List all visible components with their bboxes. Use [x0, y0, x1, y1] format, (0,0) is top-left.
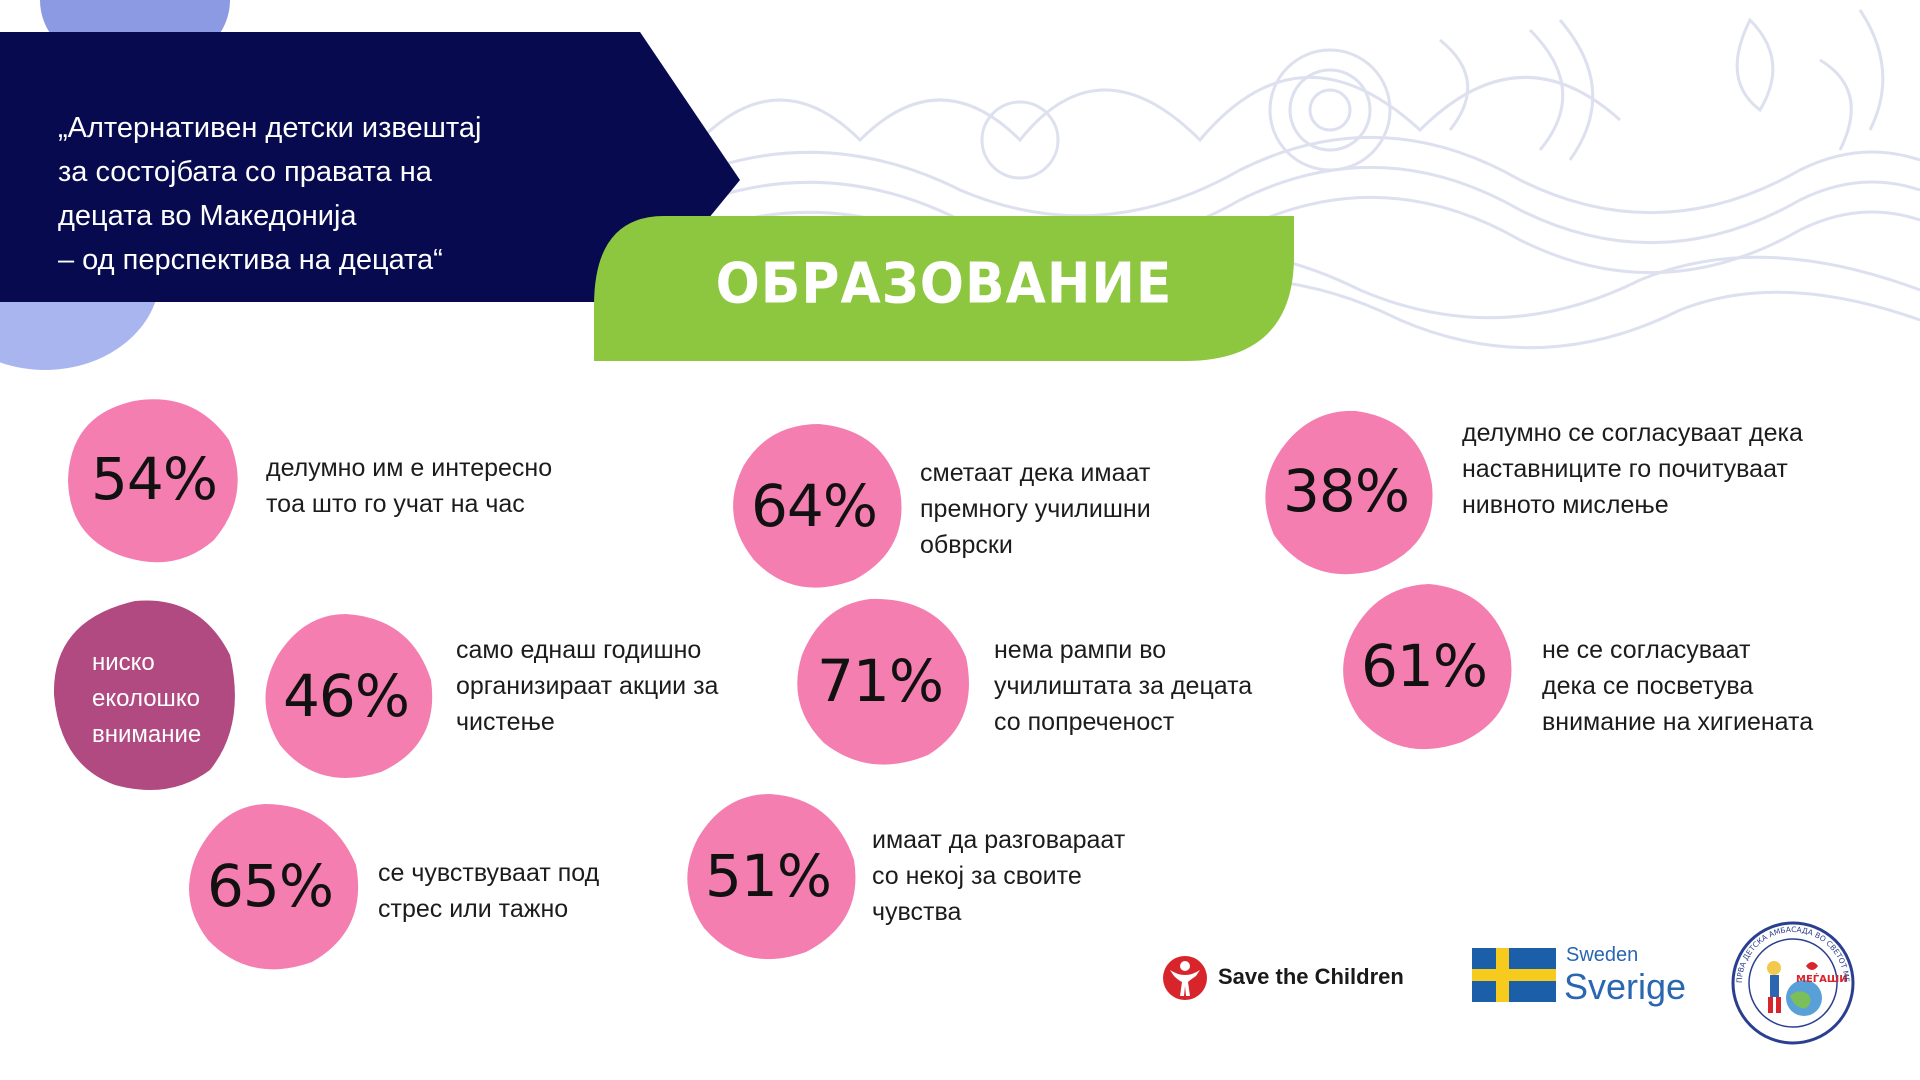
stat-description-line: тоа што го учат на час	[266, 490, 525, 518]
stat-bubble: 65%	[180, 800, 360, 972]
sverige-label: Sverige	[1564, 966, 1687, 1007]
emblem-name: МЕЃАШИ	[1796, 972, 1848, 985]
stat-description-line: делумно им е интересно	[266, 454, 553, 482]
stat-bubble: 64%	[724, 420, 904, 592]
stat-description-line: делумно се согласуваат дека	[1462, 419, 1803, 447]
report-title-banner: „Алтернативен детски извештај за состојб…	[0, 32, 740, 302]
stat-description-line: само еднаш годишно	[456, 636, 702, 664]
stat-description-line: обврски	[920, 531, 1013, 559]
stat-value: 54%	[91, 445, 218, 513]
stat-description-line: не се согласуваат	[1542, 636, 1751, 664]
stat-description-line: чувства	[872, 898, 962, 926]
stat-description: делумно се согласуваат дека наставниците…	[1462, 415, 1803, 523]
stat-description-line: дека се посветува	[1542, 672, 1754, 700]
stat-bubble: 71%	[790, 595, 970, 767]
eco-badge: ниско еколошко внимание	[50, 595, 242, 795]
sweden-sverige-logo: Sweden Sverige	[1472, 944, 1686, 1008]
banner-shape	[0, 32, 740, 302]
stat-bubble: 51%	[678, 790, 858, 962]
section-header: ОБРАЗОВАНИЕ	[594, 216, 1294, 361]
section-band-shape	[594, 216, 1294, 361]
stat-description-line: со некој за своите	[872, 862, 1082, 890]
stat-value: 46%	[283, 662, 410, 730]
stat-bubble: 61%	[1334, 580, 1514, 752]
report-title-line: – од перспектива на децата“	[58, 244, 443, 276]
swedish-flag-icon	[1472, 948, 1556, 1002]
report-title-line: за состојбата со правата на	[58, 156, 432, 188]
stat-description: се чувствуваат под стрес или тажно	[378, 855, 599, 927]
stat-value: 51%	[705, 842, 832, 910]
sweden-label: Sweden	[1566, 944, 1639, 966]
stat-description-line: наставниците го почитуваат	[1462, 455, 1788, 483]
stat-description: имаат да разговараат со некој за своите …	[872, 822, 1125, 930]
stat-description-line: организираат акции за	[456, 672, 719, 700]
save-the-children-text: Save the Children	[1218, 964, 1404, 989]
eco-badge-line: еколошко	[92, 685, 200, 712]
stat-value: 71%	[817, 647, 944, 715]
stat-description: сметаат дека имаат премногу училишни обв…	[920, 455, 1151, 563]
stat-bubble: 46%	[256, 610, 436, 782]
section-title: ОБРАЗОВАНИЕ	[715, 251, 1173, 317]
stat-value: 61%	[1361, 632, 1488, 700]
report-title-line: децата во Македонија	[58, 200, 357, 232]
stat-description: не се согласуваат дека се посветува вним…	[1542, 632, 1813, 740]
stat-description: делумно им е интересно тоа што го учат н…	[266, 450, 552, 522]
stat-description-line: нивното мислење	[1462, 491, 1669, 519]
stat-bubble: 54%	[64, 395, 244, 567]
eco-badge-line: ниско	[92, 649, 155, 676]
stat-value: 65%	[207, 852, 334, 920]
stat-value: 64%	[751, 472, 878, 540]
stat-description-line: премногу училишни	[920, 495, 1151, 523]
stat-description-line: сметаат дека имаат	[920, 459, 1151, 487]
report-title-line: „Алтернативен детски извештај	[58, 112, 482, 144]
eco-badge-line: внимание	[92, 721, 202, 748]
stat-bubble: 38%	[1256, 405, 1436, 577]
save-the-children-logo: Save the Children	[1160, 952, 1404, 1002]
stat-description-line: имаат да разговараат	[872, 826, 1126, 854]
stat-description-line: стрес или тажно	[378, 895, 569, 923]
stat-description-line: внимание на хигиената	[1542, 708, 1814, 736]
stat-description-line: нема рампи во	[994, 636, 1167, 664]
stat-value: 38%	[1283, 457, 1410, 525]
eco-badge-text: ниско еколошко внимание	[92, 645, 201, 753]
stat-description: нема рампи во училиштата за децата со по…	[994, 632, 1252, 740]
report-title: „Алтернативен детски извештај за состојб…	[58, 106, 658, 282]
stat-description-line: училиштата за децата	[994, 672, 1253, 700]
save-the-children-icon	[1163, 956, 1207, 1000]
stat-description: само еднаш годишно организираат акции за…	[456, 632, 718, 740]
stat-description-line: со попреченост	[994, 708, 1175, 736]
stat-description-line: се чувствуваат под	[378, 859, 600, 887]
megjashi-emblem-icon: МЕЃАШИ ПРВА ДЕТСКА АМБАСАДА ВО СВЕТОТ МЕ…	[1728, 918, 1855, 1045]
stat-description-line: чистење	[456, 708, 555, 736]
